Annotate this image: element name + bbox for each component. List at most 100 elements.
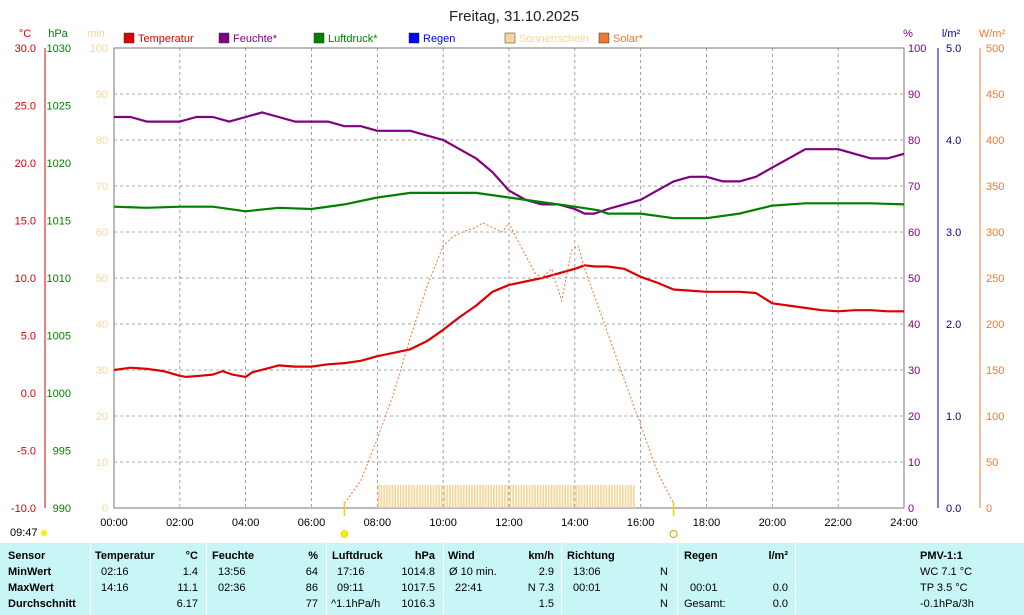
update-time: 09:47 [10,527,47,539]
humidity-tick-label: 60 [908,227,920,239]
chart-legend: Temperatur Feuchte* Luftdruck* Regen Sonnens… [123,32,644,45]
sunshine-bar [388,485,391,508]
x-tick-label: 18:00 [693,517,721,529]
stats-header-pmv: PMV-1:1 [920,550,963,562]
temp-min-value: 1.4 [182,566,198,578]
sunshine-bar [624,485,627,508]
sunshine-bar [536,485,539,508]
pressure-tick-label: 1010 [47,273,71,285]
sunshine-bar [446,485,449,508]
sunshine-bar [501,485,504,508]
temp-tick-label: 15.0 [15,216,36,228]
sunshine-bar [438,485,440,508]
legend-swatch [123,32,135,44]
stats-header-temp-unit: °C [185,550,198,562]
weather-chart: Freitag, 31.10.2025 °C hPa min % l/m² W/… [11,8,1006,538]
sunshine-bar [386,485,388,508]
series-line-solar [343,222,675,504]
legend-label: Luftdruck* [328,33,378,45]
solar-tick-label: 500 [986,43,1004,55]
x-tick-label: 16:00 [627,517,655,529]
humidity-tick-label: 0 [908,503,914,515]
pmv-row0: WC 7.1 °C [920,566,973,578]
sunshine-bar [495,485,498,508]
legend-label: Feuchte* [233,33,278,45]
sunshine-bar [383,485,386,508]
sunshine-bar [545,485,547,508]
sunshine-tick-label: 70 [96,181,108,193]
sun-icon [40,530,47,537]
sunshine-bar [490,485,493,508]
sunshine-bar [547,485,550,508]
legend-label: Solar* [613,33,644,45]
solar-tick-label: 250 [986,273,1004,285]
sunshine-bar [462,485,465,508]
sunshine-bar [460,485,462,508]
sunshine-tick-label: 0 [102,503,108,515]
rain-total-label: Gesamt: [684,598,726,610]
stats-separator [443,543,444,615]
legend-swatch [218,32,230,44]
temp-tick-label: 20.0 [15,158,36,170]
temp-tick-label: 0.0 [21,388,36,400]
unit-humidity: % [903,28,913,40]
direction-row1-value: N [660,582,668,594]
sunshine-bar [397,485,399,508]
sunshine-bar [506,485,509,508]
temp-max-time: 14:16 [101,582,129,594]
stats-row-label: Durchschnitt [8,598,76,610]
humidity-min-time: 13:56 [218,566,246,578]
pressure-min-value: 1014.8 [401,566,435,578]
stats-header-humidity: Feuchte [212,550,255,562]
humidity-tick-label: 50 [908,273,920,285]
sunshine-bar [613,485,616,508]
sunshine-bar [520,485,523,508]
sunshine-tick-label: 60 [96,227,108,239]
pmv-row2: -0.1hPa/3h [920,598,974,610]
sunshine-tick-label: 20 [96,411,108,423]
stats-separator [206,543,207,615]
sunshine-bar [377,485,380,508]
humidity-tick-label: 90 [908,89,920,101]
solar-tick-label: 300 [986,227,1004,239]
unit-solar: W/m² [979,28,1006,40]
sunshine-bar [476,485,479,508]
rain-row1-label: 00:01 [690,582,718,594]
sunshine-bar [594,485,597,508]
x-tick-label: 22:00 [824,517,852,529]
solar-tick-label: 200 [986,319,1004,331]
sunshine-bar [605,485,608,508]
humidity-tick-label: 20 [908,411,920,423]
pressure-tick-label: 995 [53,446,71,458]
humidity-tick-label: 100 [908,43,926,55]
x-tick-label: 00:00 [100,517,128,529]
sunshine-bar [468,485,471,508]
sunshine-bar [399,485,402,508]
temp-tick-label: -5.0 [17,446,36,458]
temp-tick-label: 30.0 [15,43,36,55]
stats-separator [326,543,327,615]
sunshine-bar [514,485,517,508]
series-line-luftdruck [113,191,905,220]
x-tick-label: 04:00 [232,517,260,529]
wind-row0-value: 2.9 [538,566,554,578]
x-tick-label: 06:00 [298,517,326,529]
sunshine-bar [572,485,575,508]
stats-header-temp: Temperatur [95,550,155,562]
sunshine-bar [575,485,578,508]
sunshine-bar [539,485,542,508]
rain-tick-label: 0.0 [946,503,961,515]
stats-row-label: MaxWert [8,582,54,594]
direction-row0-time: 13:06 [573,566,601,578]
sunshine-bar [534,485,536,508]
sunshine-tick-label: 50 [96,273,108,285]
stats-separator [795,543,796,615]
stats-header-sensor: Sensor [8,550,46,562]
sunshine-bar [525,485,528,508]
stats-separator [561,543,562,615]
pressure-tick-label: 1000 [47,388,71,400]
sunshine-bar [586,485,589,508]
sunshine-bar [391,485,394,508]
sunshine-tick-label: 40 [96,319,108,331]
sunshine-tick-label: 30 [96,365,108,377]
